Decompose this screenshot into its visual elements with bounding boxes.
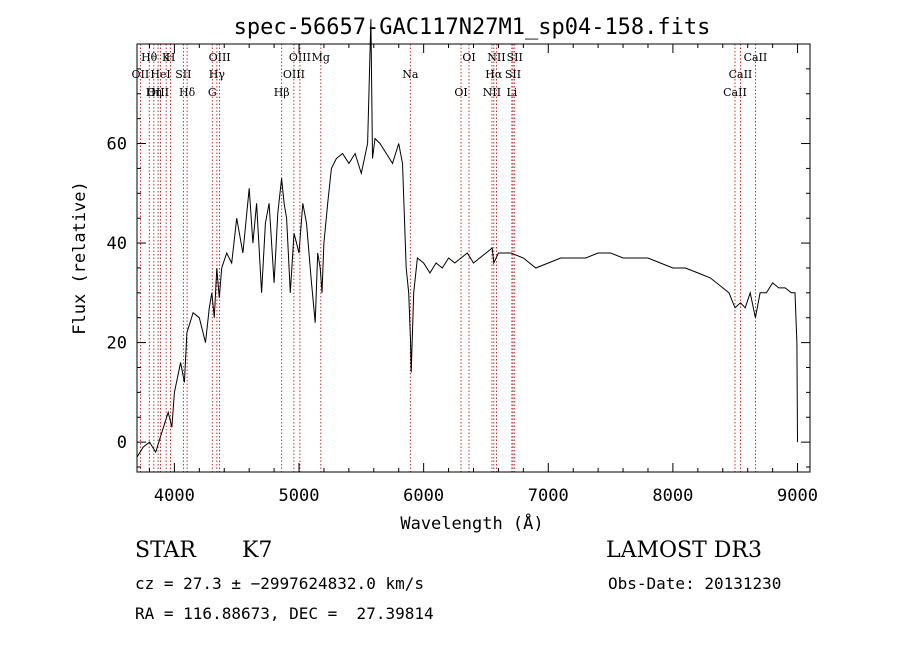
line-label: OI (454, 86, 467, 99)
line-label: Hη (146, 86, 162, 99)
observation-date: Obs-Date: 20131230 (608, 574, 782, 593)
line-label: CaII (723, 86, 747, 99)
line-label: Hβ (274, 86, 290, 99)
line-label: G (208, 86, 217, 99)
x-axis-ticks: 4000 5000 6000 7000 8000 9000 (148, 44, 818, 506)
line-label: OII (132, 68, 150, 81)
line-label: HeI (150, 68, 170, 81)
line-label: SII (175, 68, 191, 81)
line-label: Hδ (179, 86, 196, 99)
y-axis-ticks: 0 20 40 60 (107, 68, 810, 468)
y-tick-label: 0 (117, 433, 127, 453)
line-label: NII (487, 51, 505, 64)
spectral-line-labels: Hθ OII OIII K HeI Hη H SII Hδ OIII Hγ G OIII OIII Hβ Mg… (132, 51, 768, 99)
redshift-info: cz = 27.3 ± −2997624832.0 km/s (135, 574, 424, 593)
line-label: OIII (209, 51, 231, 64)
coordinates: RA = 116.88673, DEC = 27.39814 (135, 604, 434, 623)
line-label: Mg (312, 51, 330, 64)
y-tick-label: 60 (107, 135, 127, 155)
y-tick-label: 40 (107, 234, 127, 254)
line-label: Hγ (209, 68, 226, 81)
survey-name: LAMOST DR3 (606, 538, 762, 563)
line-label: OIII (289, 51, 311, 64)
x-tick-label: 6000 (403, 486, 444, 506)
x-tick-label: 4000 (154, 486, 195, 506)
line-label: Hθ (141, 51, 158, 64)
x-tick-label: 7000 (528, 486, 569, 506)
x-axis-label: Wavelength (Å) (400, 512, 543, 534)
line-label: SII (507, 51, 523, 64)
x-tick-label: 8000 (652, 486, 693, 506)
line-label: Hα (485, 68, 503, 81)
plot-frame (136, 43, 811, 473)
y-axis-label: Flux (relative) (70, 181, 90, 335)
spectrum-line (136, 19, 798, 458)
line-label: CaII (744, 51, 768, 64)
y-tick-label: 20 (107, 334, 127, 354)
line-label: OIII (147, 86, 169, 99)
x-tick-label: 9000 (777, 486, 818, 506)
line-label: NII (483, 86, 501, 99)
x-tick-label: 5000 (279, 486, 320, 506)
object-subclass: K7 (242, 538, 273, 563)
line-label: Na (402, 68, 419, 81)
line-label: OIII (283, 68, 305, 81)
line-label: CaII (729, 68, 753, 81)
object-class: STAR (135, 538, 196, 563)
line-label: K (162, 51, 171, 64)
line-label: SII (505, 68, 521, 81)
line-label: OI (462, 51, 475, 64)
line-label: H (166, 51, 176, 64)
chart-title: spec-56657-GAC117N27M1_sp04-158.fits (234, 15, 711, 40)
line-label: Li (506, 86, 517, 99)
